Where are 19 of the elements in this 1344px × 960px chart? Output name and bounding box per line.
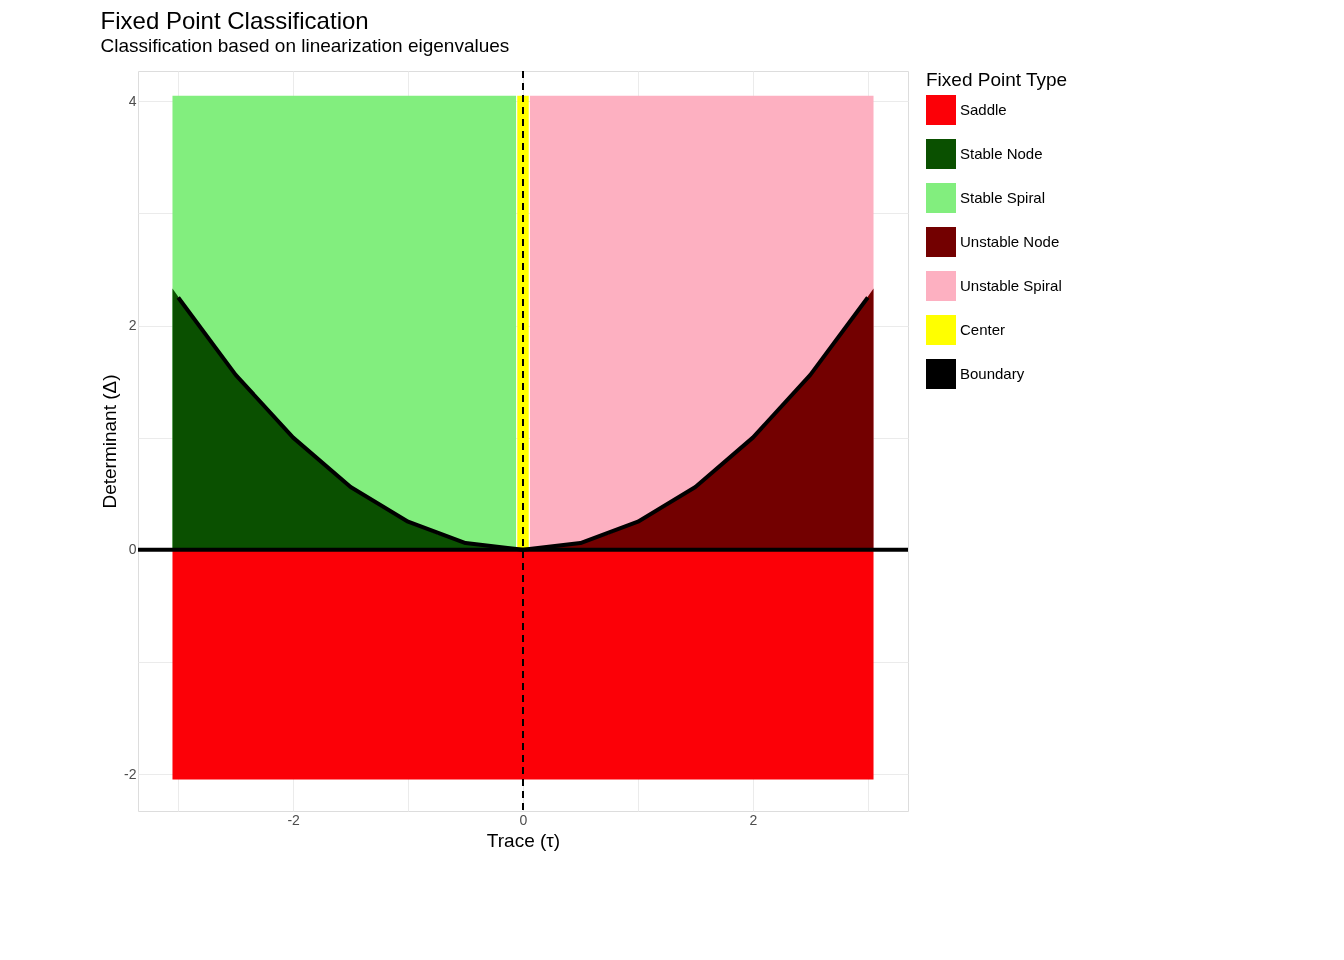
y-tick-label: 2 — [128, 317, 137, 334]
legend-title: Fixed Point Type — [926, 69, 1068, 90]
y-axis-title: Determinant (Δ) — [99, 374, 121, 509]
legend-label: Boundary — [960, 365, 1025, 382]
legend-label: Center — [960, 321, 1006, 338]
y-tick-label: -2 — [124, 765, 137, 782]
x-tick-label: -2 — [287, 811, 301, 828]
legend-label: Stable Spiral — [960, 189, 1046, 206]
y-tick-label: 0 — [128, 541, 137, 558]
chart-subtitle: Classification based on linearization eigenvalues — [100, 35, 510, 56]
legend-label: Stable Node — [960, 145, 1043, 162]
legend-label: Unstable Node — [960, 233, 1060, 250]
y-tick-label: 4 — [128, 92, 137, 109]
legend-label: Unstable Spiral — [960, 277, 1062, 294]
x-axis-title: Trace (τ) — [486, 829, 561, 851]
x-tick-label: 0 — [519, 811, 528, 828]
x-tick-label: 2 — [749, 811, 758, 828]
legend-label: Saddle — [960, 101, 1007, 118]
chart-title: Fixed Point Classification — [100, 7, 369, 34]
